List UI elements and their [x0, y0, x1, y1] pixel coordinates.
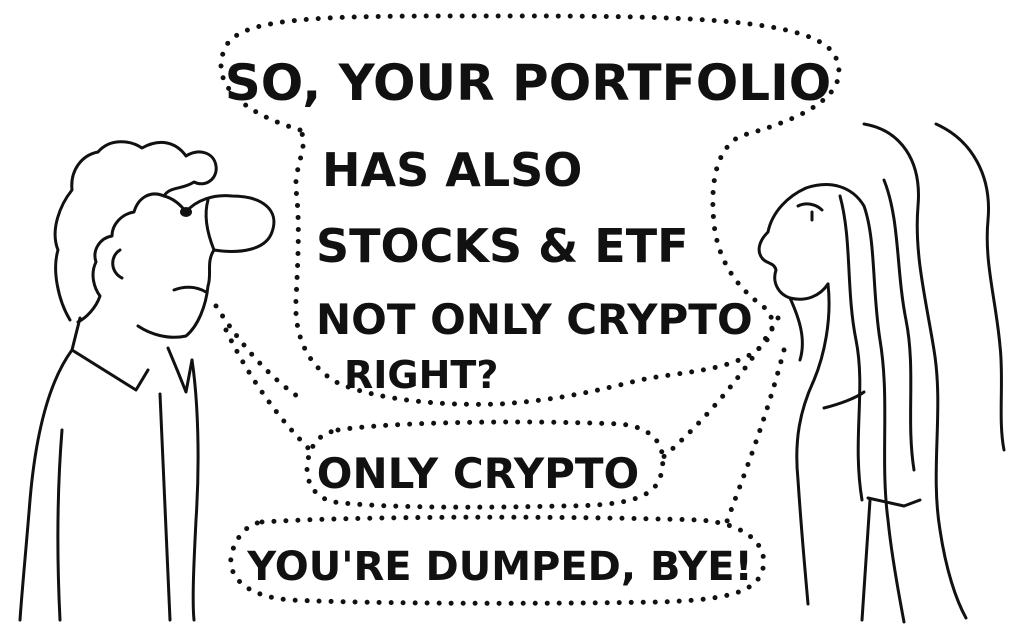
question-line-4: NOT ONLY CRYPTO [316, 295, 753, 344]
woman-eyebrow [796, 202, 824, 212]
woman-hair-5 [882, 178, 916, 472]
question-bubble-outline [218, 13, 842, 407]
question-bubble-tail-man [213, 303, 303, 401]
woman-hair-1 [804, 183, 906, 624]
man-head-outline [136, 194, 276, 339]
answer-bubble-outline [304, 419, 666, 510]
woman-chin-neck [788, 296, 804, 362]
reply-bubble-tail-woman [723, 347, 787, 527]
question-line-1: SO, YOUR PORTFOLIO [225, 54, 831, 112]
woman-neck-back [795, 282, 831, 606]
man-shoulder-right [190, 358, 200, 622]
answer-text: ONLY CRYPTO [317, 449, 640, 498]
man-nose-bridge [204, 198, 216, 252]
man-mouth [172, 285, 208, 294]
bubble-text: SO, YOUR PORTFOLIO HAS ALSO STOCKS & ETF… [225, 54, 831, 590]
man-arm-line [56, 428, 64, 622]
woman-top-strap [866, 496, 922, 508]
question-line-2: HAS ALSO [322, 143, 582, 197]
man-hair [53, 140, 218, 324]
man-shirt-placket [158, 392, 172, 622]
woman-shoulder [822, 390, 866, 410]
man-figure [18, 140, 276, 622]
reply-text: YOU'RE DUMPED, BYE! [246, 544, 753, 590]
woman-hair-3 [934, 122, 1006, 452]
woman-hair-2 [862, 122, 968, 620]
man-collar [70, 316, 194, 394]
woman-hair-4 [838, 194, 864, 502]
man-ear [111, 248, 124, 280]
question-line-3: STOCKS & ETF [316, 219, 689, 273]
answer-bubble-tail-man [223, 327, 315, 455]
speech-bubbles [213, 13, 842, 606]
question-line-5: RIGHT? [344, 353, 498, 397]
man-shoulder-left [18, 348, 74, 622]
woman-face-outline [757, 186, 830, 301]
woman-figure [757, 122, 1006, 624]
woman-torso-line [860, 498, 872, 622]
man-eye [180, 207, 192, 217]
reply-bubble-outline [228, 514, 767, 606]
answer-bubble-tail-woman [657, 315, 781, 463]
